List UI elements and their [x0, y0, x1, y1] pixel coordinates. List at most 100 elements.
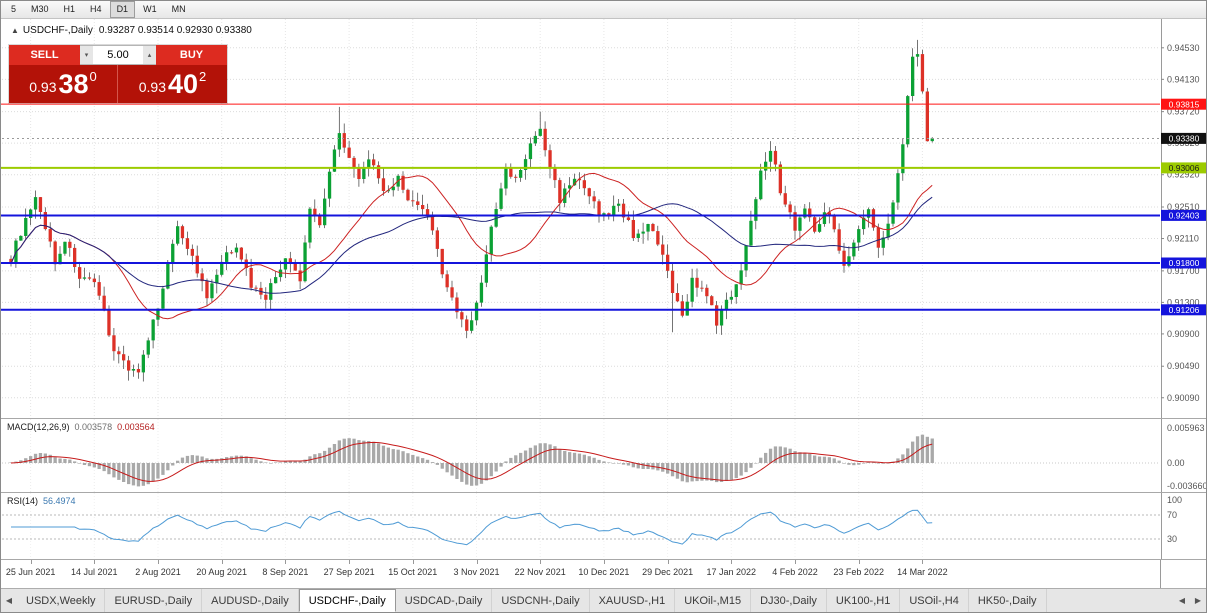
rsi-scale-labels: 100 70 30 — [1167, 495, 1182, 544]
time-axis-label: 14 Jul 2021 — [71, 567, 118, 577]
time-axis-label: 25 Jun 2021 — [5, 567, 56, 577]
chart-tab-usdx-weekly[interactable]: USDX,Weekly — [17, 589, 106, 612]
svg-text:0.93006: 0.93006 — [1169, 163, 1200, 173]
chart-title: ▲ USDCHF-,Daily 0.93287 0.93514 0.92930 0.… — [11, 25, 252, 36]
time-axis-tick — [158, 560, 159, 564]
price-tag-0.91800[interactable]: 0.91800 — [1161, 257, 1207, 269]
chart-tab-usdcad-daily[interactable]: USDCAD-,Daily — [396, 589, 493, 612]
current-price-tag[interactable]: 0.93380 — [1161, 132, 1207, 144]
pane-splitter-axis[interactable] — [1, 559, 1206, 560]
macd-signal-line — [10, 441, 933, 482]
macd-name: MACD(12,26,9) — [7, 422, 70, 432]
time-axis-label: 2 Aug 2021 — [135, 567, 181, 577]
chart-tab-xauusd-h1[interactable]: XAUUSD-,H1 — [590, 589, 676, 612]
time-axis-tick — [476, 560, 478, 564]
time-axis-label: 3 Nov 2021 — [453, 567, 500, 577]
sell-price-figure: 0.93 — [29, 79, 57, 95]
rsi-value: 56.4974 — [43, 496, 76, 506]
price-tag-0.93006[interactable]: 0.93006 — [1161, 162, 1207, 174]
macd-main-value: 0.003578 — [74, 422, 113, 432]
volume-increase-icon[interactable]: ▴ — [143, 45, 156, 65]
macd-signal-value: 0.003564 — [117, 422, 155, 432]
macd-pane[interactable]: 0.005963 0.00 -0.003660 — [1, 419, 1207, 492]
chart-tab-uk100-h1[interactable]: UK100-,H1 — [827, 589, 901, 612]
svg-text:0.93380: 0.93380 — [1169, 134, 1200, 144]
timeframe-toolbar: 5 M30 H1 H4 D1 W1 MN — [1, 1, 1206, 19]
rsi-grid — [30, 493, 923, 559]
sell-price-pips: 38 — [58, 68, 89, 99]
sell-price-pipette: 0 — [89, 68, 97, 84]
tab-bar: ◀ USDX,Weekly EURUSD-,Daily AUDUSD-,Daily U… — [1, 588, 1206, 612]
time-axis-tick — [731, 560, 733, 564]
chart-tab-audusd-daily[interactable]: AUDUSD-,Daily — [202, 589, 299, 612]
time-axis-label: 20 Aug 2021 — [196, 567, 247, 577]
tab-scroll-left-icon[interactable]: ◀ — [5, 596, 13, 605]
timeframe-button-D1[interactable]: D1 — [109, 1, 136, 18]
macd-grid — [30, 419, 923, 492]
time-axis-tick — [603, 560, 605, 564]
chart-tab-dj30-daily[interactable]: DJ30-,Daily — [751, 589, 827, 612]
macd-histogram — [9, 434, 934, 487]
buy-price-pipette: 2 — [199, 68, 207, 84]
ma-fast-line — [10, 172, 933, 320]
sell-price-display[interactable]: 0.93 38 0 — [9, 65, 118, 103]
price-tag-0.92403[interactable]: 0.92403 — [1161, 209, 1207, 221]
chart-tab-usdcnh-daily[interactable]: USDCNH-,Daily — [492, 589, 590, 612]
svg-text:0.92920: 0.92920 — [1167, 170, 1200, 180]
price-tag-0.93815[interactable]: 0.93815 — [1161, 98, 1207, 110]
time-axis-label: 22 Nov 2021 — [514, 567, 566, 577]
svg-text:0.92403: 0.92403 — [1169, 211, 1200, 221]
buy-price-figure: 0.93 — [138, 79, 166, 95]
time-axis-tick — [412, 560, 414, 564]
time-axis-tick — [795, 560, 796, 564]
chart-tab-ukoil-m15[interactable]: UKOil-,M15 — [675, 589, 752, 612]
buy-price-display[interactable]: 0.93 40 2 — [118, 65, 227, 103]
pane-splitter-rsi[interactable] — [1, 492, 1206, 493]
time-axis-label: 15 Oct 2021 — [388, 567, 438, 577]
timeframe-button-5[interactable]: 5 — [11, 4, 17, 14]
chart-tab-eurusd-daily[interactable]: EURUSD-,Daily — [105, 589, 203, 612]
volume-input[interactable]: 5.00 — [93, 45, 143, 65]
timeframe-button-W1[interactable]: W1 — [143, 4, 157, 14]
rsi-name: RSI(14) — [7, 496, 39, 506]
svg-text:0.90900: 0.90900 — [1167, 329, 1200, 339]
timeframe-button-M30[interactable]: M30 — [31, 4, 49, 14]
svg-text:100: 100 — [1167, 495, 1182, 505]
time-axis-tick — [94, 560, 96, 564]
sell-button[interactable]: SELL — [9, 45, 80, 65]
svg-text:0.005963: 0.005963 — [1167, 423, 1205, 433]
timeframe-button-H1[interactable]: H1 — [63, 4, 76, 14]
rsi-indicator-label: RSI(14) 56.4974 — [7, 496, 81, 506]
chart-tab-usoil-h4[interactable]: USOil-,H4 — [900, 589, 969, 612]
time-axis-tick — [540, 560, 542, 564]
time-axis-label: 29 Dec 2021 — [642, 567, 694, 577]
timeframe-button-H4[interactable]: H4 — [90, 4, 102, 14]
chart-tab-hk50-daily[interactable]: HK50-,Daily — [969, 589, 1047, 612]
one-click-trading-panel: SELL ▾ 5.00 ▴ BUY 0.93 38 0 0.93 40 2 — [9, 45, 227, 103]
chart-tab-usdchf-daily[interactable]: USDCHF-,Daily — [298, 589, 396, 612]
time-axis-tick — [667, 560, 669, 564]
tab-prev-icon[interactable]: ◀ — [1178, 596, 1186, 605]
time-axis-tick — [349, 560, 351, 564]
tab-next-icon[interactable]: ▶ — [1194, 596, 1202, 605]
time-axis[interactable]: 25 Jun 2021 14 Jul 2021 2 Aug 2021 20 Aug 2… — [1, 560, 1161, 590]
pane-splitter-macd[interactable] — [1, 418, 1206, 419]
main-chart-canvas[interactable]: 0.945300.941300.937200.933200.929200.925… — [1, 19, 1207, 418]
svg-text:0.92510: 0.92510 — [1167, 202, 1200, 212]
buy-button[interactable]: BUY — [156, 45, 227, 65]
time-axis-tick — [221, 560, 223, 564]
one-click-collapse-icon[interactable]: ▲ — [11, 26, 19, 35]
time-axis-label: 10 Dec 2021 — [578, 567, 630, 577]
rsi-line — [11, 509, 933, 546]
price-tag-0.91206[interactable]: 0.91206 — [1161, 304, 1207, 316]
time-axis-label: 17 Jan 2022 — [706, 567, 757, 577]
svg-text:0.94130: 0.94130 — [1167, 74, 1200, 84]
ma-slow-line — [10, 196, 933, 294]
svg-text:-0.003660: -0.003660 — [1167, 481, 1207, 491]
volume-decrease-icon[interactable]: ▾ — [80, 45, 93, 65]
timeframe-button-MN[interactable]: MN — [171, 4, 186, 14]
rsi-pane[interactable]: 100 70 30 — [1, 493, 1207, 559]
svg-text:0.00: 0.00 — [1167, 458, 1185, 468]
svg-text:0.93720: 0.93720 — [1167, 107, 1200, 117]
